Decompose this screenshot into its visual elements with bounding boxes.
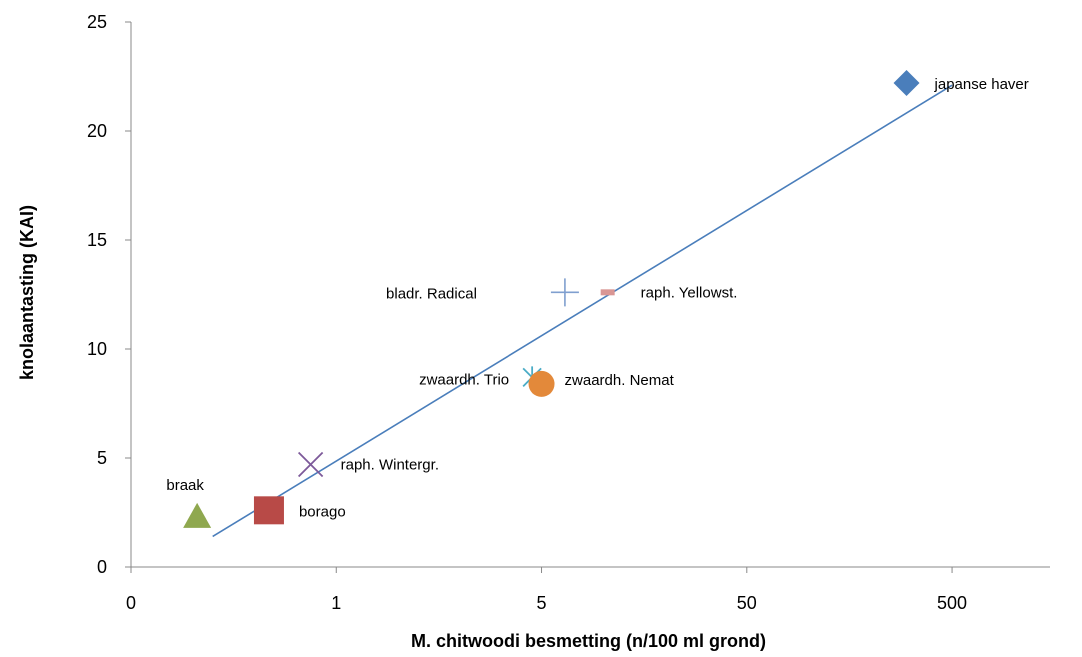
point-label: borago xyxy=(299,503,346,520)
point-label: raph. Wintergr. xyxy=(341,457,439,474)
data-points: japanse haver bladr. Radical raph. Yellows… xyxy=(166,70,1029,528)
y-axis-title: knolaantasting (KAI) xyxy=(17,205,37,380)
x-tick-label: 0 xyxy=(126,593,136,613)
y-tick-label: 20 xyxy=(87,121,107,141)
y-tick-label: 15 xyxy=(87,230,107,250)
point-label: japanse haver xyxy=(934,76,1029,93)
point-diamond xyxy=(893,70,920,97)
x-tick-label: 1 xyxy=(331,593,341,613)
point-label: braak xyxy=(166,477,204,494)
y-tick-label: 10 xyxy=(87,339,107,359)
point-label: zwaardh. Trio xyxy=(419,371,509,388)
y-tick-label: 0 xyxy=(97,557,107,577)
point-triangle xyxy=(183,502,212,528)
x-tick-label: 500 xyxy=(937,593,967,613)
point-x xyxy=(297,451,324,478)
trendline xyxy=(212,84,953,538)
point-dash xyxy=(600,289,615,296)
point-circle xyxy=(528,370,555,397)
x-axis-title: M. chitwoodi besmetting (n/100 ml grond) xyxy=(411,631,766,651)
point-label: bladr. Radical xyxy=(386,285,477,302)
y-tick-label: 5 xyxy=(97,448,107,468)
trendline-group xyxy=(212,84,953,538)
point-label: raph. Yellowst. xyxy=(641,284,738,301)
y-tick-label: 25 xyxy=(87,12,107,32)
x-tick-label: 50 xyxy=(737,593,757,613)
x-tick-label: 5 xyxy=(537,593,547,613)
point-label: zwaardh. Nemat xyxy=(565,372,675,389)
point-square xyxy=(253,496,284,525)
point-plus xyxy=(550,278,579,307)
